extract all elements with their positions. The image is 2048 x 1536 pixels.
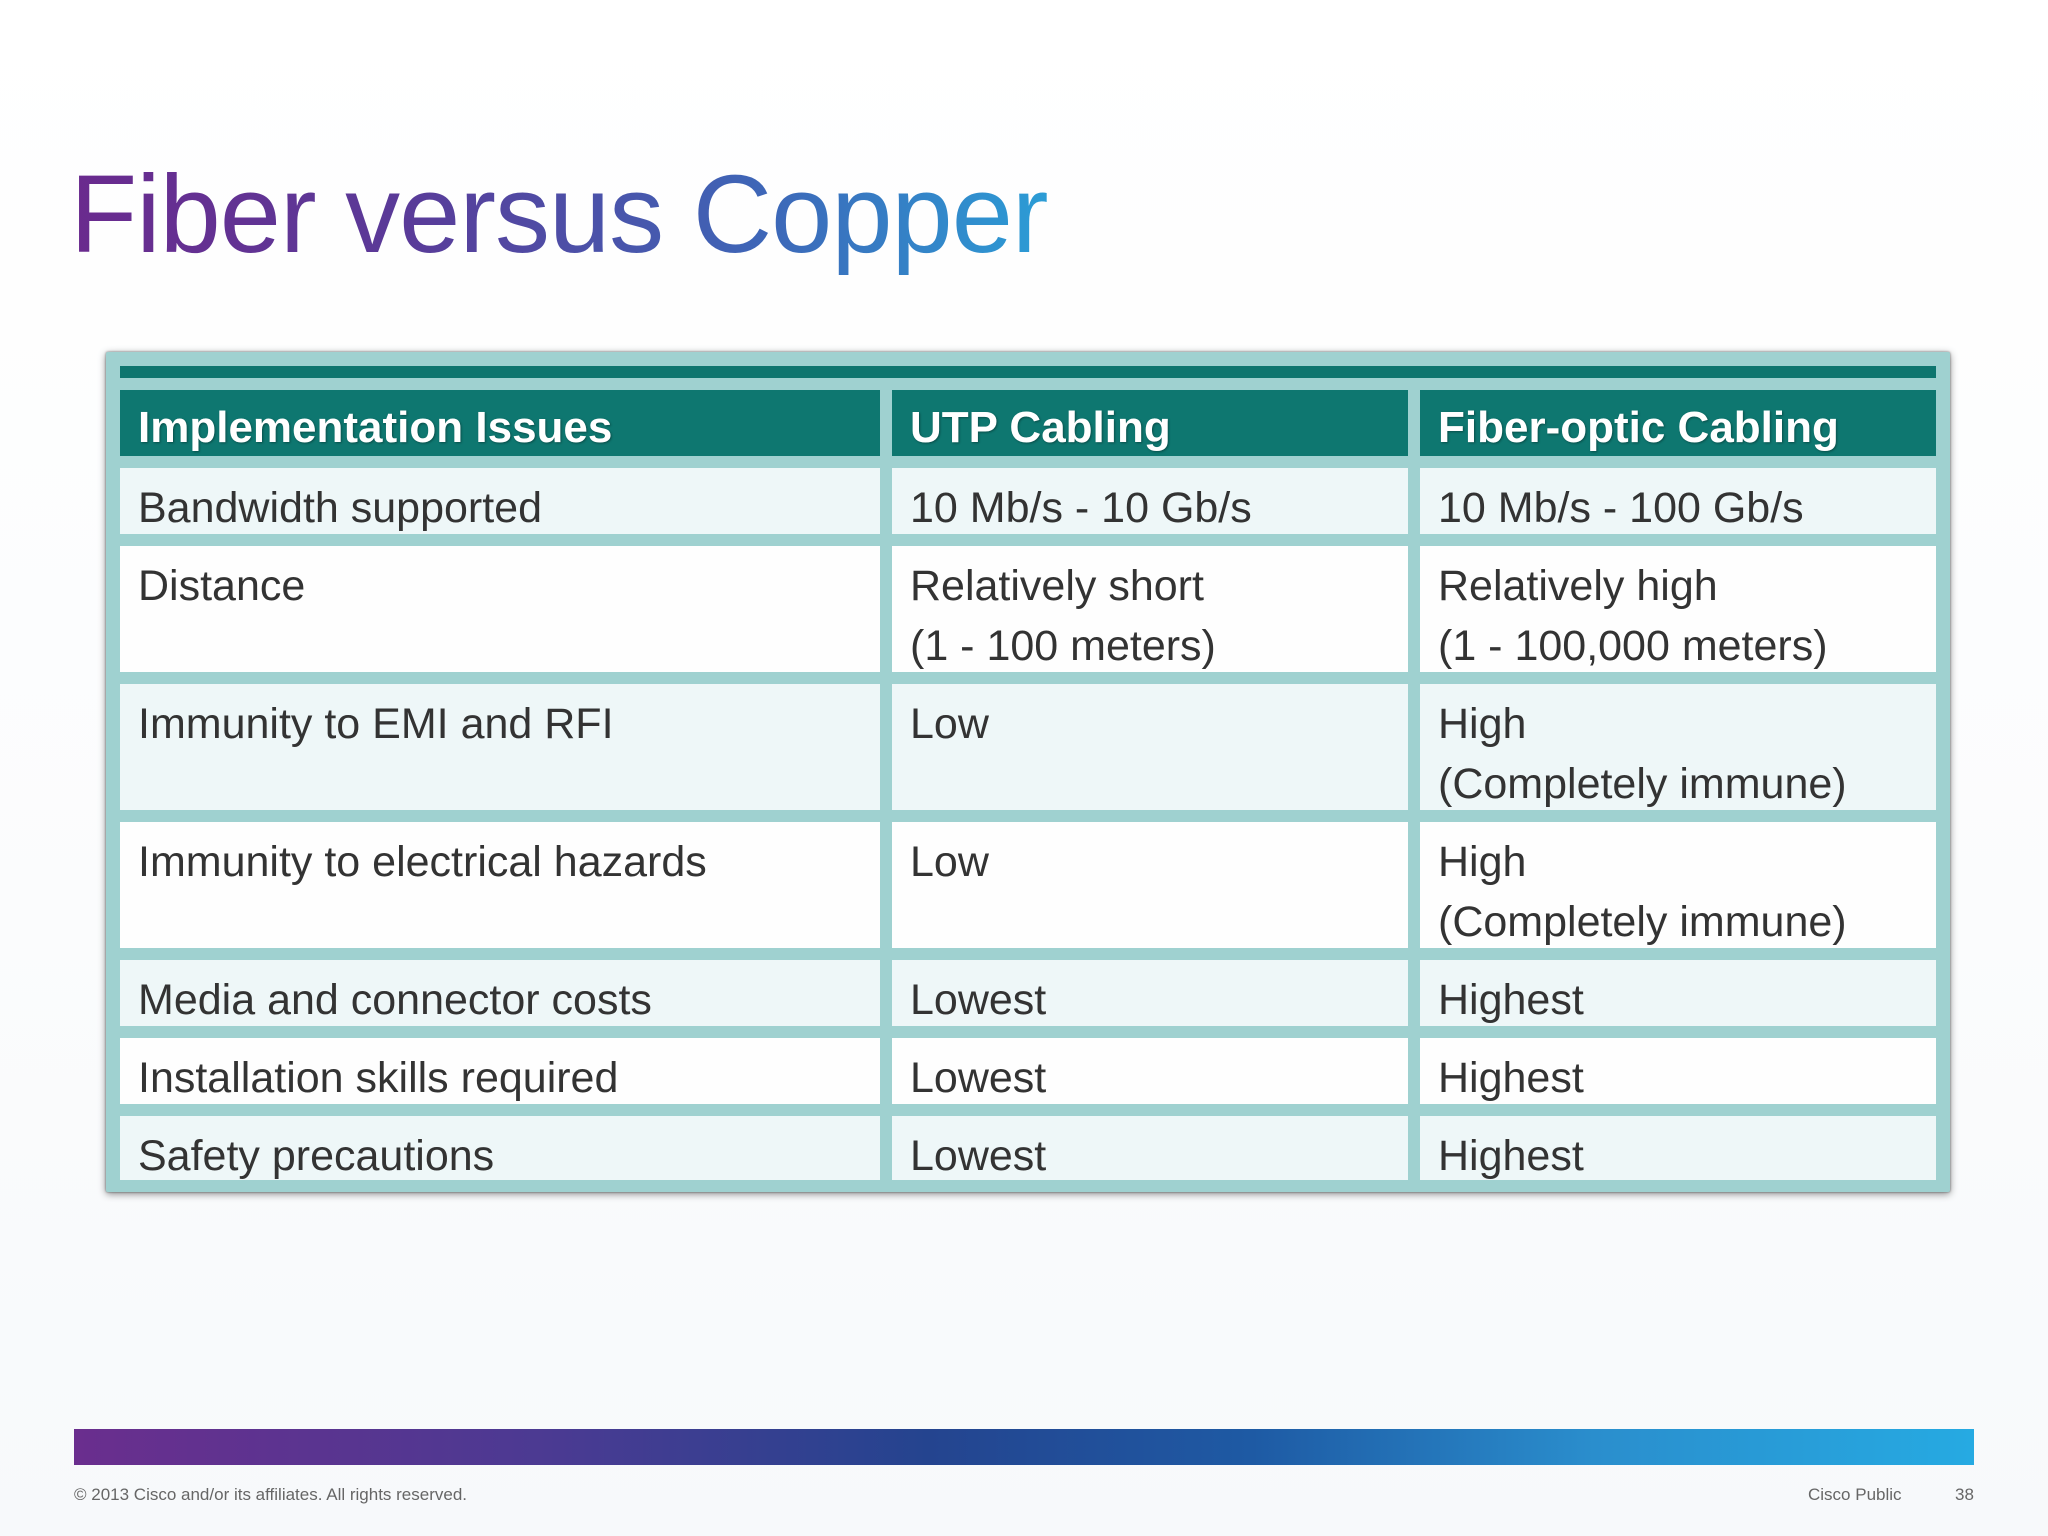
table-cell-fiber: High (Completely immune): [1420, 822, 1936, 948]
cell-text: Installation skills required: [138, 1054, 619, 1102]
table-cell-utp: 10 Mb/s - 10 Gb/s: [892, 468, 1408, 534]
cell-text: Immunity to electrical hazards: [138, 838, 707, 886]
cell-text: (Completely immune): [1438, 898, 1847, 946]
cell-text: Relatively high: [1438, 562, 1718, 610]
table-cell-fiber: High (Completely immune): [1420, 684, 1936, 810]
footer-gradient-bar: [74, 1429, 1974, 1465]
cell-text: Highest: [1438, 1132, 1584, 1180]
cell-text: Safety precautions: [138, 1132, 495, 1180]
header-label: Implementation Issues: [138, 403, 613, 452]
table-cell-fiber: Highest: [1420, 960, 1936, 1026]
cell-text: High: [1438, 838, 1527, 886]
table-cell-issue: Immunity to electrical hazards: [120, 822, 880, 948]
cell-text: 10 Mb/s - 100 Gb/s: [1438, 484, 1804, 532]
header-implementation-issues: Implementation Issues: [120, 390, 880, 456]
table-cell-utp: Lowest: [892, 960, 1408, 1026]
cell-text: Highest: [1438, 976, 1584, 1024]
header-label: Fiber-optic Cabling: [1438, 403, 1839, 452]
table-cell-utp: Lowest: [892, 1038, 1408, 1104]
table-cell-issue: Distance: [120, 546, 880, 672]
header-label: UTP Cabling: [910, 403, 1171, 452]
footer-classification: Cisco Public: [1808, 1485, 1902, 1504]
cell-text: Highest: [1438, 1054, 1584, 1102]
cell-text: Distance: [138, 562, 306, 610]
table-cell-fiber: Relatively high (1 - 100,000 meters): [1420, 546, 1936, 672]
cell-text: (1 - 100,000 meters): [1438, 622, 1828, 670]
comparison-table: Implementation Issues UTP Cabling Fiber-…: [106, 352, 1950, 1192]
cell-text: High: [1438, 700, 1527, 748]
cell-text: Lowest: [910, 1132, 1047, 1180]
table-cell-fiber: Highest: [1420, 1116, 1936, 1180]
table-cell-issue: Bandwidth supported: [120, 468, 880, 534]
cell-text: Immunity to EMI and RFI: [138, 700, 614, 748]
cell-text: Lowest: [910, 1054, 1047, 1102]
cell-text: 10 Mb/s - 10 Gb/s: [910, 484, 1252, 532]
cell-text: Low: [910, 838, 989, 886]
table-cell-fiber: 10 Mb/s - 100 Gb/s: [1420, 468, 1936, 534]
cell-text: Media and connector costs: [138, 976, 652, 1024]
table-top-rule: [120, 366, 1936, 378]
footer-copyright: © 2013 Cisco and/or its affiliates. All …: [74, 1485, 468, 1504]
cell-text: Low: [910, 700, 989, 748]
table-cell-issue: Immunity to EMI and RFI: [120, 684, 880, 810]
cell-text: (Completely immune): [1438, 760, 1847, 808]
header-fiber-optic-cabling: Fiber-optic Cabling: [1420, 390, 1936, 456]
cell-text: Lowest: [910, 976, 1047, 1024]
table-cell-utp: Relatively short (1 - 100 meters): [892, 546, 1408, 672]
table-cell-utp: Lowest: [892, 1116, 1408, 1180]
table-cell-utp: Low: [892, 822, 1408, 948]
table-cell-issue: Media and connector costs: [120, 960, 880, 1026]
slide-title: Fiber versus Copper: [70, 150, 1048, 280]
table-cell-utp: Low: [892, 684, 1408, 810]
page-number: 38: [1955, 1485, 1974, 1504]
table-cell-issue: Installation skills required: [120, 1038, 880, 1104]
table-cell-fiber: Highest: [1420, 1038, 1936, 1104]
header-utp-cabling: UTP Cabling: [892, 390, 1408, 456]
table-cell-issue: Safety precautions: [120, 1116, 880, 1180]
cell-text: (1 - 100 meters): [910, 622, 1216, 670]
cell-text: Relatively short: [910, 562, 1204, 610]
cell-text: Bandwidth supported: [138, 484, 543, 532]
